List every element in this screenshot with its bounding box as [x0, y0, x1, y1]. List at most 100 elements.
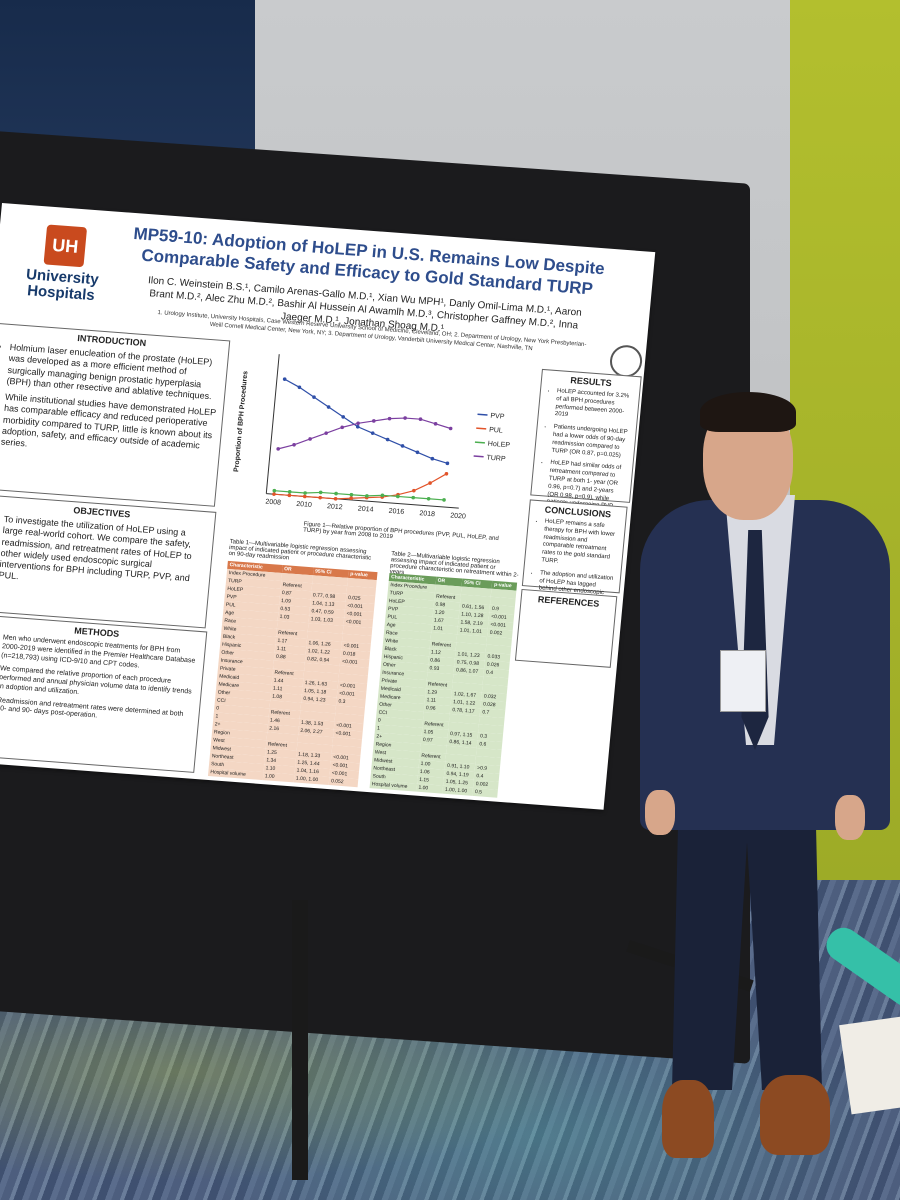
data-point-turp	[276, 447, 280, 451]
x-tick-label: 2008	[265, 499, 281, 507]
x-tick-label: 2016	[388, 508, 404, 516]
medical-seal-icon	[608, 344, 644, 379]
data-point-holep	[380, 493, 385, 498]
series-line-pul	[273, 473, 447, 500]
series-line-holep	[274, 490, 445, 501]
data-point-turp	[448, 426, 453, 431]
presenter-left-shoe	[662, 1080, 714, 1158]
data-point-pvp	[370, 431, 375, 435]
objectives-panel: OBJECTIVES To investigate the utilizatio…	[0, 494, 217, 629]
introduction-panel: INTRODUCTION Holmium laser enucleation o…	[0, 322, 231, 507]
stand-leg	[292, 900, 308, 1180]
objectives-bullet: To investigate the utilization of HoLEP …	[0, 514, 208, 597]
data-point-pul	[302, 494, 307, 499]
data-point-pvp	[326, 405, 331, 409]
data-point-pvp	[445, 461, 450, 466]
logo-text: University Hospitals	[25, 266, 100, 304]
legend-label: HoLEP	[487, 441, 510, 450]
presenter-right-hand	[835, 795, 865, 840]
table-cell: 0.052	[328, 777, 359, 788]
data-point-holep	[365, 494, 369, 498]
references-panel: REFERENCES	[514, 588, 618, 668]
data-point-pul	[272, 492, 276, 496]
data-point-holep	[272, 488, 277, 493]
data-point-pul	[444, 472, 449, 476]
data-point-turp	[308, 437, 312, 441]
methods-panel: METHODS Men who underwent endoscopic tre…	[0, 615, 208, 773]
data-point-turp	[418, 417, 423, 422]
x-tick-label: 2014	[358, 506, 374, 514]
data-point-turp	[372, 419, 376, 423]
data-point-pvp	[312, 395, 316, 399]
conference-badge	[720, 650, 766, 712]
data-point-pvp	[400, 444, 405, 448]
data-point-holep	[426, 496, 431, 501]
data-point-holep	[287, 490, 292, 494]
legend-label: TURP	[486, 455, 506, 463]
data-point-turp	[340, 425, 345, 430]
table-1: Characteristic OR 95% CI p-value Index Proce…	[207, 560, 378, 788]
data-point-pvp	[297, 385, 302, 390]
table-cell: 1.00	[416, 783, 444, 794]
data-point-pul	[412, 488, 416, 493]
presenter-left-hand	[645, 790, 675, 835]
series-line-turp	[278, 417, 451, 450]
figure-1-chart: 2008 2010 2012 2014 2016 2018 2020 Proportion o…	[222, 341, 537, 538]
data-point-holep	[442, 498, 446, 502]
results-bullet: Patients undergoing HoLEP had a lower od…	[551, 424, 630, 461]
data-point-holep	[303, 491, 307, 495]
data-point-turp	[403, 416, 407, 420]
data-point-pul	[318, 495, 322, 500]
presenter-right-shoe	[760, 1075, 830, 1155]
data-point-pul	[333, 497, 338, 501]
data-point-pvp	[282, 377, 287, 381]
legend-swatch	[474, 441, 485, 444]
data-point-turp	[387, 416, 392, 421]
results-bullet: HoLEP accounted for 3.2% of all BPH proc…	[554, 388, 633, 425]
data-point-holep	[318, 490, 323, 495]
y-axis-label: Proportion of BPH Procedures	[233, 371, 249, 473]
data-point-turp	[356, 421, 360, 426]
data-point-pul	[287, 493, 292, 498]
data-point-pul	[428, 481, 432, 485]
legend-label: PUL	[489, 427, 503, 435]
table-cell: 0.5	[472, 787, 498, 798]
presenter-hair	[700, 392, 796, 432]
x-tick-label: 2018	[419, 510, 435, 518]
results-panel: RESULTS HoLEP accounted for 3.2% of all …	[530, 368, 642, 539]
legend-swatch	[477, 413, 488, 416]
data-point-pvp	[355, 424, 360, 429]
legend-label: PVP	[490, 413, 505, 421]
legend-swatch	[476, 427, 487, 430]
x-tick-label: 2012	[327, 503, 343, 511]
line-chart: 2008 2010 2012 2014 2016 2018 2020 Proportion o…	[233, 354, 511, 521]
data-point-pul	[349, 496, 353, 501]
research-poster: UH University Hospitals MP59-10: Adoptio…	[0, 203, 656, 810]
data-point-holep	[411, 495, 416, 500]
x-tick-label: 2020	[450, 512, 466, 520]
series-line-pvp	[284, 378, 448, 464]
data-point-holep	[334, 491, 338, 496]
introduction-bullet: While institutional studies have demonst…	[0, 392, 217, 464]
data-point-turp	[292, 442, 296, 447]
table-cell: 1.00	[262, 772, 295, 783]
table-2: Characteristic OR 95% CI p-value Index Proce…	[369, 573, 518, 798]
data-point-pvp	[341, 415, 345, 419]
x-tick-label: 2010	[296, 501, 312, 509]
table-cell: 1.00, 1.00	[293, 774, 330, 786]
data-point-turp	[433, 422, 438, 426]
conclusions-panel: CONCLUSIONS HoLEP remains a safe therapy…	[521, 499, 628, 619]
table-cell: 1.00, 1.00	[442, 785, 474, 796]
references-heading: REFERENCES	[537, 594, 600, 609]
data-point-holep	[396, 494, 400, 499]
legend-swatch	[473, 455, 484, 458]
y-axis	[265, 354, 280, 494]
uh-logo-mark: UH	[43, 224, 88, 268]
university-hospitals-logo: UH University Hospitals	[5, 222, 122, 305]
data-point-pvp	[415, 450, 420, 455]
data-point-pvp	[430, 456, 435, 461]
data-point-pvp	[385, 437, 390, 442]
data-point-holep	[349, 492, 354, 497]
conclusions-bullet: HoLEP remains a safe therapy for BPH wit…	[541, 519, 619, 571]
